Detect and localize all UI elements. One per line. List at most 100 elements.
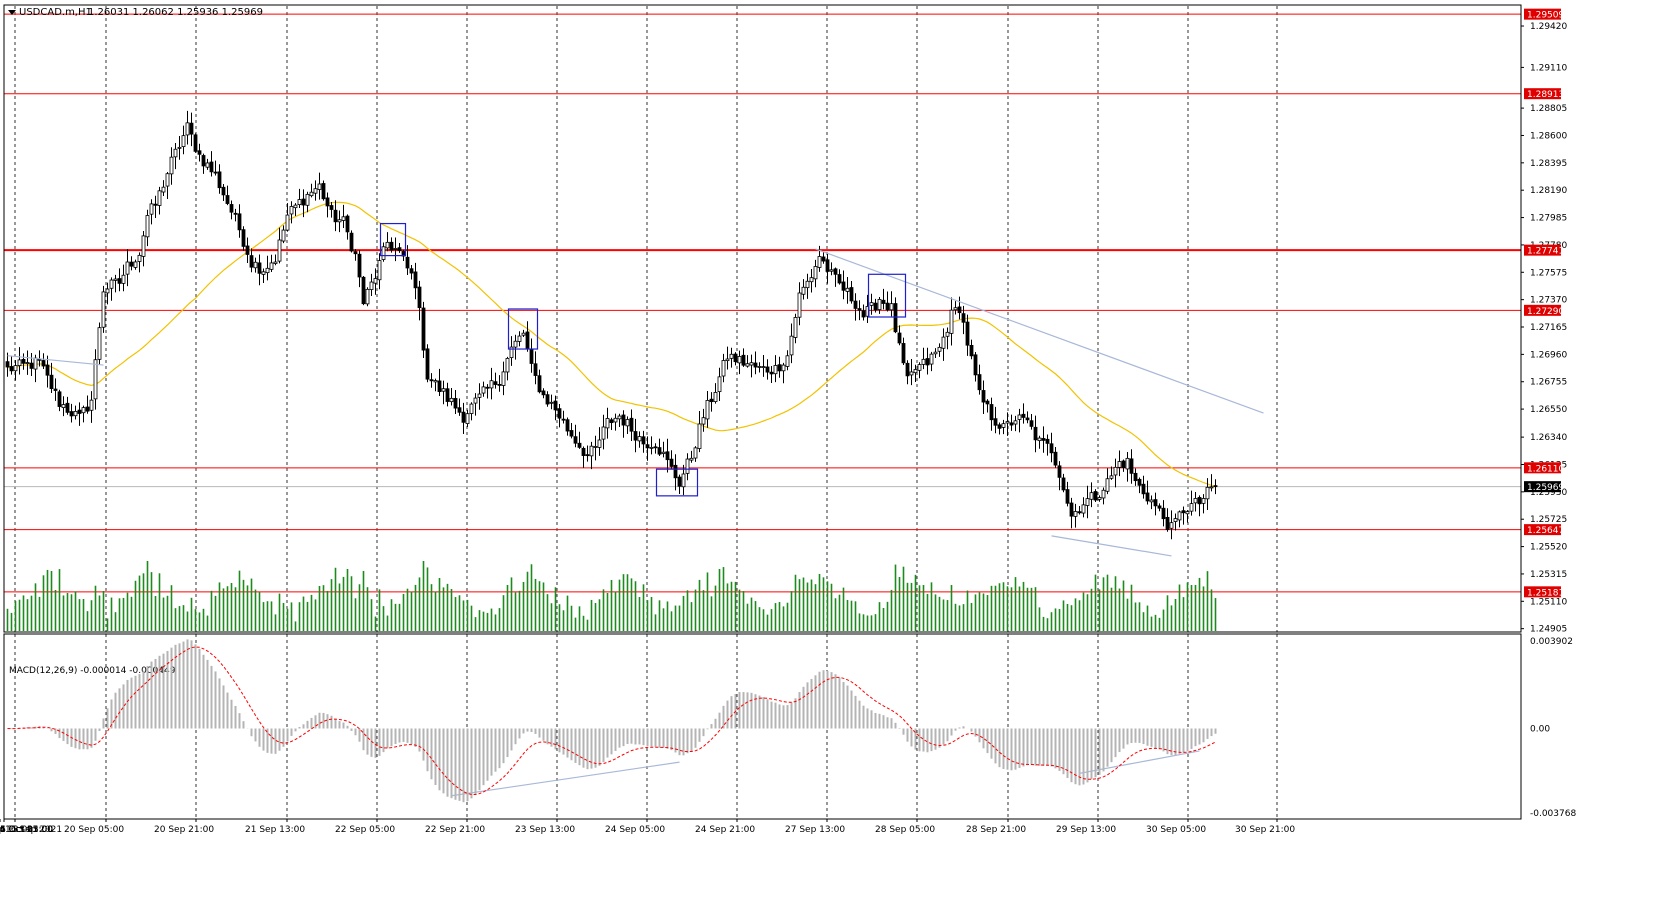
candle-body [337,219,342,223]
candle-body [897,332,902,344]
candle-body [605,418,610,429]
candle-body [129,261,134,267]
main-panel-frame [3,4,1522,633]
dropdown-triangle-icon[interactable] [8,10,16,15]
candle-body [573,436,578,444]
candle-body [513,340,518,348]
candle-body [293,204,298,209]
candle-body [789,335,794,356]
candle-body [1181,510,1186,514]
moving-average-line [7,201,1216,488]
candle-body [733,353,738,363]
candle-body [1061,477,1066,491]
candle-body [729,353,734,359]
price-tick-label: 1.26960 [1530,350,1567,360]
candle-body [249,255,254,268]
trendline[interactable] [1051,535,1172,557]
candle-body [189,122,194,135]
candle-body [1029,420,1034,427]
candle-body [285,214,290,231]
highlight-box[interactable] [867,273,907,318]
candle-body [297,199,302,205]
candle-body [1197,497,1202,505]
price-tick-label: 1.26550 [1530,405,1567,415]
candle-body [793,317,798,338]
time-tick-label: 28 Sep 21:00 [966,825,1026,835]
candle-body [61,404,66,408]
candle-body [625,419,630,427]
candle-body [521,332,526,336]
price-tick-label: 1.28805 [1530,104,1567,114]
trendline[interactable] [815,248,1264,414]
level-label-bg [1524,524,1561,536]
candle-body [1021,413,1026,418]
candle-body [1213,485,1218,488]
time-tick-label: 20 Sep 21:00 [154,825,214,835]
candle-body [1101,489,1106,499]
candle-body [413,271,418,289]
candle-body [1081,504,1086,514]
candle-body [317,183,322,190]
candle-body [217,171,222,189]
trendline[interactable] [7,355,104,366]
candle-body [241,229,246,247]
candle-body [797,292,802,318]
time-tick-label: 20 Sep 05:00 [64,825,124,835]
candle-body [985,400,990,405]
candle-body [705,400,710,420]
candle-body [261,271,266,275]
candle-body [549,401,554,404]
candle-body [753,362,758,368]
candle-body [989,404,994,421]
candle-body [577,442,582,448]
candle-body [81,407,86,414]
candle-body [1177,511,1182,521]
current-price-label-bg [1524,481,1561,493]
candle-body [653,446,658,449]
candle-body [777,364,782,372]
candle-body [41,360,46,367]
candle-body [957,306,962,314]
candle-body [633,431,638,441]
volume-bars [6,561,1217,631]
candle-body [501,371,506,386]
candle-body [25,362,30,364]
highlight-box[interactable] [655,468,699,497]
candle-body [137,254,142,262]
candle-body [49,374,54,389]
candle-body [693,447,698,459]
candle-body [453,398,458,409]
candle-body [313,188,318,194]
ohlc-label: 1.26031 1.26062 1.25936 1.25969 [88,7,263,18]
highlight-box[interactable] [379,222,407,257]
candle-body [1145,492,1150,502]
time-tick-label: 28 Sep 05:00 [875,825,935,835]
candle-body [685,458,690,474]
candle-body [1205,486,1210,500]
candle-body [657,447,662,455]
candle-body [509,346,514,359]
candle-body [909,371,914,376]
candle-body [1105,478,1110,492]
price-tick-label: 1.27165 [1530,323,1567,333]
candle-body [737,356,742,364]
candle-body [593,446,598,448]
candle-body [1129,458,1134,474]
candle-body [761,366,766,369]
macd-trendline[interactable] [451,761,680,797]
time-tick-label: 6 Oct 05:00 [0,825,53,835]
candle-body [133,261,138,268]
candle-body [969,345,974,357]
candle-body [821,256,826,262]
candle-body [409,268,414,274]
price-tick-label: 1.29420 [1530,22,1567,32]
candle-body [873,302,878,311]
macd-label: MACD(12,26,9) -0.000014 -0.000449 [9,666,176,676]
highlight-boxes[interactable] [379,222,907,497]
candle-body [845,287,850,292]
candle-body [801,286,806,295]
candle-body [117,278,122,284]
highlight-box[interactable] [507,308,539,350]
macd-tick-label: 0.003902 [1530,637,1573,647]
